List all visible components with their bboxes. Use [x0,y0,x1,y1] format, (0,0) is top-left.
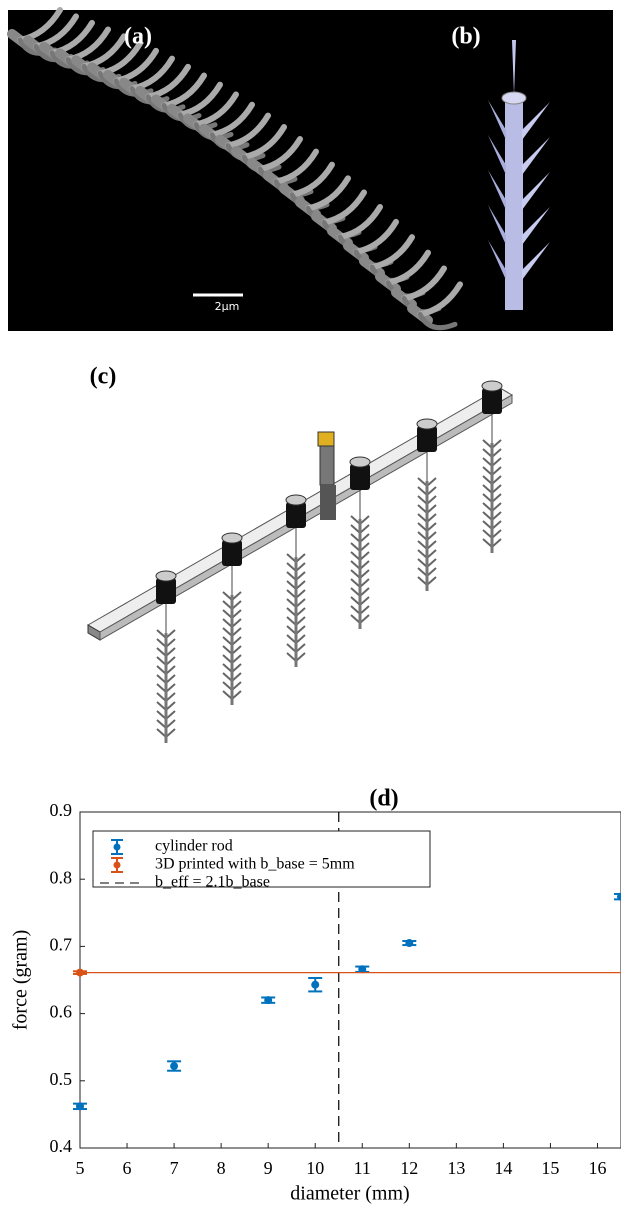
x-tick-label: 5 [76,1158,85,1178]
barb [145,63,191,100]
y-tick-label: 0.4 [50,1136,73,1156]
spike [488,240,506,280]
barb [353,218,399,255]
x-tick-label: 8 [217,1158,226,1178]
spike [522,207,550,245]
x-tick-label: 14 [494,1158,512,1178]
barb [417,281,463,318]
barb [177,81,223,118]
clamp [417,426,437,452]
clamp [350,464,370,490]
clamp [286,502,306,528]
spike [488,135,506,175]
illustrations [7,7,550,743]
legend-label: 3D printed with b_base = 5mm [155,856,355,873]
x-tick-label: 11 [354,1158,371,1178]
y-tick-label: 0.9 [50,800,73,820]
x-tick-label: 13 [447,1158,465,1178]
x-axis-label: diameter (mm) [290,1183,409,1205]
x-tick-label: 15 [541,1158,559,1178]
panel-label: (b) [451,24,480,50]
clamp-top [285,494,307,506]
clamp [222,540,242,566]
chart-title: (d) [369,786,398,812]
y-tick-label: 0.6 [50,1002,73,1022]
point [76,968,84,977]
clamp-top [221,532,243,544]
spike [488,205,506,245]
legend-swatch [113,843,121,851]
legend-label: cylinder rod [155,838,233,855]
clamp [482,388,502,414]
spike [488,100,506,140]
clamp-top [155,570,177,582]
panel-label: (c) [90,364,117,390]
barb [241,124,287,161]
error-bar [614,892,621,901]
point [617,892,621,901]
barb [305,175,351,212]
barb [289,161,335,198]
x-tick-label: 16 [588,1158,606,1178]
sensor [319,444,335,486]
legend-label: b_eff = 2.1b_base [155,874,270,891]
point [311,980,320,989]
barb [257,136,303,173]
barb [273,148,319,185]
spike [522,242,550,280]
x-tick-label: 6 [123,1158,132,1178]
clamp-top [481,380,503,392]
barb [385,249,431,286]
y-tick-label: 0.8 [50,867,73,887]
spike [522,172,550,210]
clamp [156,578,176,604]
sensor-head [317,431,335,447]
y-axis-label: force (gram) [10,930,32,1031]
barb [225,112,271,149]
panel-label: (a) [124,24,152,50]
scale-bar-label: 2μm [215,300,240,313]
barb [161,72,207,109]
sensor-base [320,485,336,520]
x-tick-label: 7 [170,1158,179,1178]
y-tick-label: 0.7 [50,935,73,955]
point [170,1062,179,1071]
point [264,996,273,1005]
point [76,1102,84,1111]
barb [321,189,367,226]
point [358,965,367,974]
barb [369,234,415,271]
x-tick-label: 9 [264,1158,273,1178]
clamp-top [349,456,371,468]
plot-area [79,811,621,1149]
spike [488,170,506,210]
clamp-top [416,418,438,430]
spike [512,40,516,95]
barb [193,91,239,128]
y-tick-label: 0.5 [50,1069,73,1089]
barb [209,101,255,138]
x-tick-label: 10 [306,1158,324,1178]
barb [417,311,458,331]
x-tick-label: 12 [400,1158,418,1178]
barb [401,265,447,302]
legend-box [92,830,431,888]
barb [337,203,383,240]
spike [522,137,550,175]
point [405,939,414,948]
spike [522,102,550,140]
rod [505,95,523,310]
legend-swatch [113,861,121,869]
barb [129,55,175,92]
